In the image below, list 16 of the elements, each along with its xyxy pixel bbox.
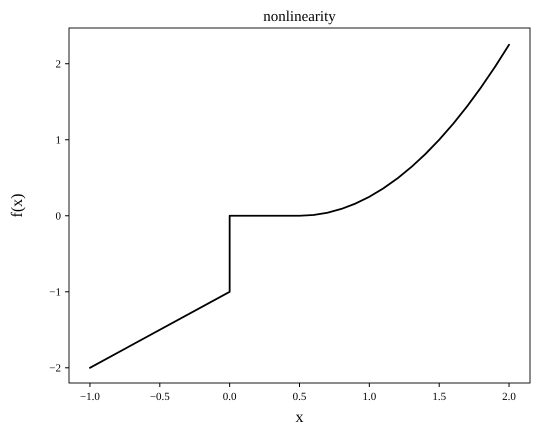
x-axis-title: x <box>296 409 304 426</box>
x-tick-label: −0.5 <box>150 391 170 403</box>
line-series <box>89 44 510 369</box>
y-tick-label: 1 <box>56 134 61 147</box>
chart-title: nonlinearity <box>263 9 336 25</box>
x-tick-label: 0.5 <box>292 391 307 403</box>
x-tick-label: 1.5 <box>432 391 447 403</box>
x-tick-label: 1.0 <box>362 391 377 403</box>
y-axis-title: f(x) <box>9 194 26 218</box>
y-tick-label: 2 <box>56 58 61 71</box>
y-tick-label: 0 <box>56 210 62 223</box>
y-tick-label: −2 <box>49 362 61 375</box>
x-tick-label: 0.0 <box>222 391 238 403</box>
x-tick-label: −1.0 <box>80 391 100 403</box>
y-tick-label: −1 <box>49 286 61 299</box>
x-tick-label: 2.0 <box>502 391 516 403</box>
